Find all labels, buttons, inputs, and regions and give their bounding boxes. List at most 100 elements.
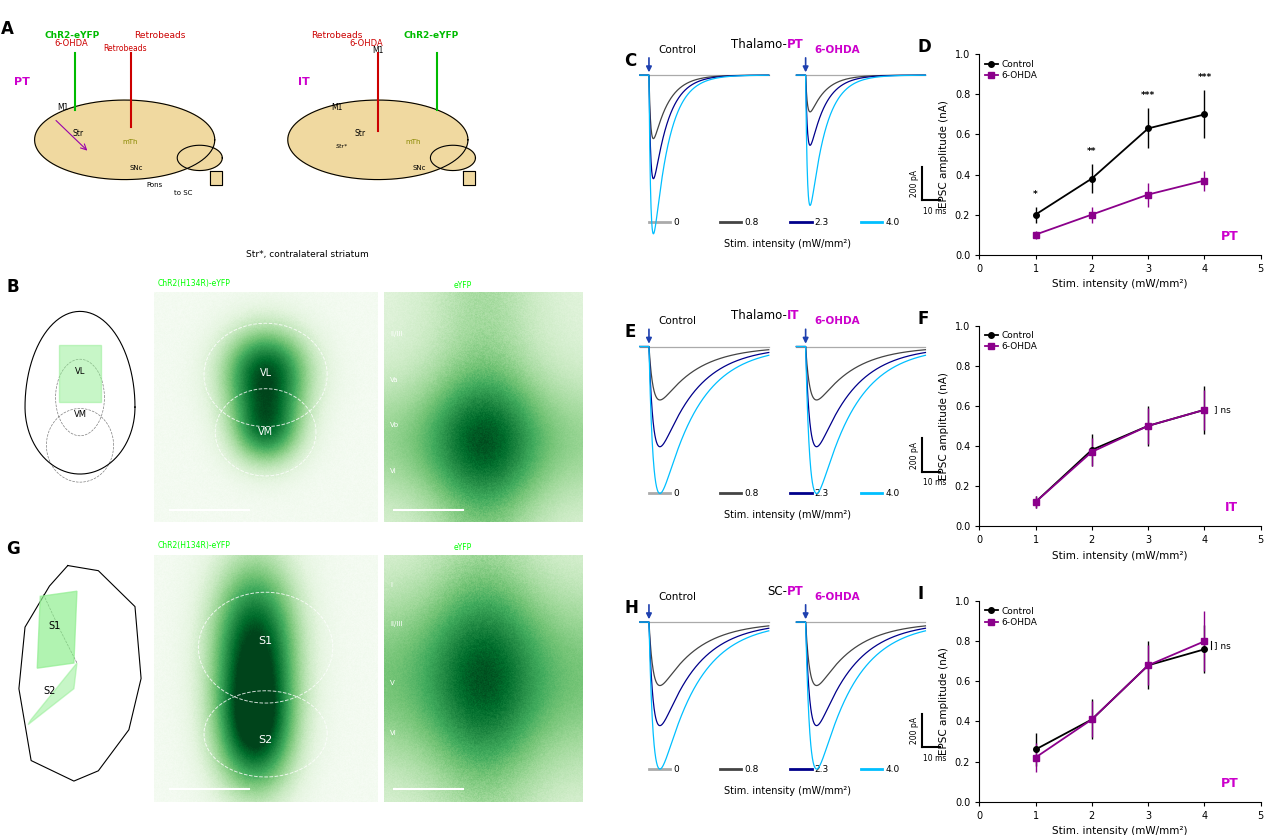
Text: G: G xyxy=(6,540,19,559)
X-axis label: Stim. intensity (mW/mm²): Stim. intensity (mW/mm²) xyxy=(1052,279,1188,289)
Text: VM: VM xyxy=(73,410,87,418)
Text: VM: VM xyxy=(259,428,273,438)
Text: mTh: mTh xyxy=(406,139,421,145)
Text: 4.0: 4.0 xyxy=(886,218,900,226)
Text: 6-OHDA: 6-OHDA xyxy=(815,45,860,55)
Text: NeuN: NeuN xyxy=(387,544,407,552)
Text: ChR2(H134R)-eYFP: ChR2(H134R)-eYFP xyxy=(159,279,230,287)
Text: Pons: Pons xyxy=(146,181,163,188)
Text: II/III: II/III xyxy=(390,621,402,627)
Text: S2: S2 xyxy=(44,686,55,696)
Text: 200 pA: 200 pA xyxy=(910,442,919,468)
Legend: Control, 6-OHDA: Control, 6-OHDA xyxy=(984,330,1038,352)
Text: eYFP: eYFP xyxy=(453,281,472,290)
Text: SNc: SNc xyxy=(412,164,426,170)
Text: Stim. intensity (mW/mm²): Stim. intensity (mW/mm²) xyxy=(723,510,851,520)
Text: VL: VL xyxy=(74,367,86,376)
Text: 200 μm: 200 μm xyxy=(412,522,444,531)
Text: Stim. intensity (mW/mm²): Stim. intensity (mW/mm²) xyxy=(723,786,851,796)
Text: 2.3: 2.3 xyxy=(815,218,829,226)
Text: A: A xyxy=(1,20,14,38)
Text: 6-OHDA: 6-OHDA xyxy=(55,39,88,48)
Text: Thalamo-: Thalamo- xyxy=(731,38,787,51)
Polygon shape xyxy=(288,100,468,180)
Text: VI: VI xyxy=(390,468,397,474)
X-axis label: Stim. intensity (mW/mm²): Stim. intensity (mW/mm²) xyxy=(1052,826,1188,835)
Text: 6-OHDA: 6-OHDA xyxy=(815,592,860,602)
Text: 0: 0 xyxy=(673,218,680,226)
Polygon shape xyxy=(430,145,475,170)
Y-axis label: EPSC amplitude (nA): EPSC amplitude (nA) xyxy=(940,372,950,480)
Text: S2: S2 xyxy=(259,735,273,745)
Text: 0: 0 xyxy=(673,765,680,773)
Text: PT: PT xyxy=(787,584,804,598)
Polygon shape xyxy=(35,100,215,180)
Text: VI: VI xyxy=(390,730,397,736)
Text: 10 ms: 10 ms xyxy=(923,478,946,488)
Text: V: V xyxy=(390,681,394,686)
Text: S1: S1 xyxy=(259,636,273,646)
Text: ***: *** xyxy=(1140,91,1156,100)
Text: II/III: II/III xyxy=(390,331,402,337)
Polygon shape xyxy=(19,565,141,781)
Text: M1: M1 xyxy=(58,103,69,112)
Polygon shape xyxy=(210,170,223,185)
Y-axis label: EPSC amplitude (nA): EPSC amplitude (nA) xyxy=(940,647,950,756)
Text: PT: PT xyxy=(787,38,804,51)
Text: Str: Str xyxy=(72,129,83,138)
Text: M1: M1 xyxy=(332,103,342,112)
Polygon shape xyxy=(177,145,223,170)
Text: 500 μm: 500 μm xyxy=(193,802,225,811)
Text: E: E xyxy=(625,323,636,342)
Text: 4.0: 4.0 xyxy=(886,489,900,498)
Text: 4.0: 4.0 xyxy=(886,765,900,773)
Text: Vb: Vb xyxy=(390,423,399,428)
Polygon shape xyxy=(59,345,101,402)
Text: mTh: mTh xyxy=(123,139,138,145)
Text: B: B xyxy=(6,279,19,296)
Text: S1: S1 xyxy=(49,621,60,631)
Text: Retrobeads: Retrobeads xyxy=(311,31,362,40)
Text: ChR2-eYFP: ChR2-eYFP xyxy=(403,31,458,40)
Text: PT: PT xyxy=(14,77,29,87)
Text: Stim. intensity (mW/mm²): Stim. intensity (mW/mm²) xyxy=(723,239,851,249)
Text: PT: PT xyxy=(1221,230,1238,243)
Text: ChR2(H134R)-eYFP: ChR2(H134R)-eYFP xyxy=(159,541,230,550)
Text: Control: Control xyxy=(658,316,696,326)
X-axis label: Stim. intensity (mW/mm²): Stim. intensity (mW/mm²) xyxy=(1052,550,1188,560)
Text: NeuN: NeuN xyxy=(387,281,407,290)
Text: 6-OHDA: 6-OHDA xyxy=(349,39,383,48)
Text: I: I xyxy=(390,582,392,588)
Text: 10 ms: 10 ms xyxy=(923,754,946,763)
Text: Retrobeads: Retrobeads xyxy=(102,43,146,53)
Text: eYFP: eYFP xyxy=(453,544,472,552)
Text: **: ** xyxy=(1087,148,1097,156)
Text: ChR2-eYFP: ChR2-eYFP xyxy=(44,31,100,40)
Text: IT: IT xyxy=(298,77,310,87)
Text: IT: IT xyxy=(787,309,800,322)
Text: 500 μm: 500 μm xyxy=(193,522,225,531)
Text: ***: *** xyxy=(1197,73,1212,83)
Text: Control: Control xyxy=(658,45,696,55)
Text: 6-OHDA: 6-OHDA xyxy=(815,316,860,326)
Text: H: H xyxy=(625,599,639,617)
Text: SC-: SC- xyxy=(767,584,787,598)
Polygon shape xyxy=(463,170,475,185)
Text: Thalamo-: Thalamo- xyxy=(731,309,787,322)
Text: SNc: SNc xyxy=(129,164,143,170)
Text: 10 ms: 10 ms xyxy=(923,207,946,216)
Polygon shape xyxy=(26,311,134,474)
Text: 200 pA: 200 pA xyxy=(910,717,919,744)
Text: Str*: Str* xyxy=(337,144,348,149)
Text: F: F xyxy=(918,310,928,327)
Text: 0.8: 0.8 xyxy=(744,489,759,498)
Text: Control: Control xyxy=(658,592,696,602)
Text: C: C xyxy=(625,52,636,70)
Text: Str: Str xyxy=(355,129,366,138)
Y-axis label: EPSC amplitude (nA): EPSC amplitude (nA) xyxy=(940,100,950,209)
Polygon shape xyxy=(28,663,77,725)
Text: *: * xyxy=(1033,190,1038,199)
Text: 200 μm: 200 μm xyxy=(412,802,444,811)
Text: VL: VL xyxy=(260,367,271,377)
Text: ] ns: ] ns xyxy=(1213,640,1231,650)
